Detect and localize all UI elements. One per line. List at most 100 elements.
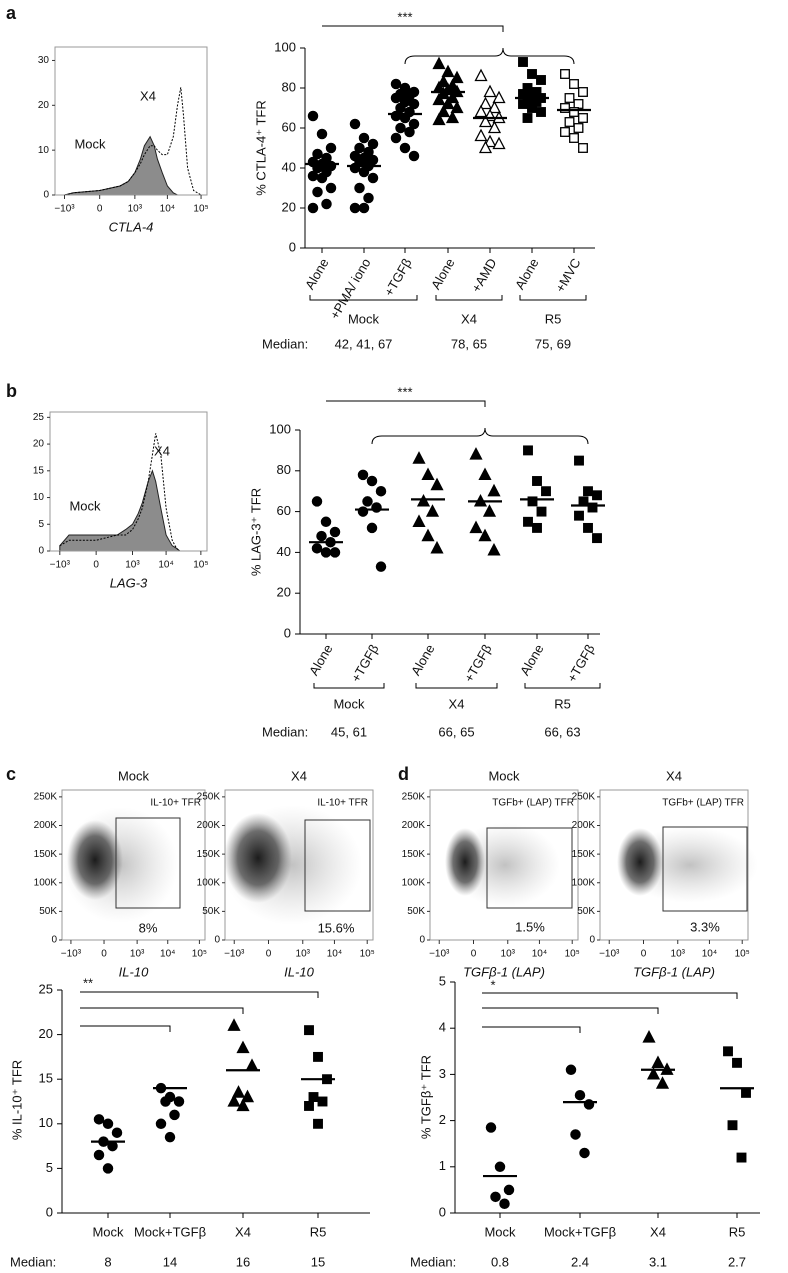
x-tick-label: −10³ xyxy=(429,949,450,960)
y-tick-label: 200K xyxy=(402,820,426,831)
data-point xyxy=(487,483,501,497)
data-point xyxy=(450,100,464,114)
data-point xyxy=(366,475,378,487)
brace xyxy=(371,427,589,445)
group-bracket xyxy=(309,295,418,301)
data-point xyxy=(569,107,579,117)
median-label: 66, 63 xyxy=(544,724,580,739)
data-point xyxy=(474,104,488,118)
group-label: X4 xyxy=(449,696,465,711)
x-tick-label: 10⁵ xyxy=(565,949,580,960)
group-bracket xyxy=(415,683,498,689)
data-point xyxy=(541,486,551,497)
plot-title: X4 xyxy=(666,768,682,783)
y-tick-label: 80 xyxy=(282,79,296,94)
data-point xyxy=(164,1131,176,1143)
x-tick-label: Alone xyxy=(408,642,438,678)
data-point xyxy=(395,102,406,114)
data-point xyxy=(304,1025,314,1036)
data-point xyxy=(583,522,593,533)
data-point xyxy=(390,110,402,122)
y-tick-label: 5 xyxy=(38,519,44,530)
x-tick-label: 10³ xyxy=(501,949,516,960)
y-tick-label: 250K xyxy=(34,792,58,803)
median-label: 8 xyxy=(104,1254,111,1269)
significance-line xyxy=(482,1026,581,1033)
y-tick-label: 200K xyxy=(572,820,596,831)
gate-label: IL-10+ TFR xyxy=(317,798,368,809)
x-tick-label: +AMD xyxy=(468,256,499,295)
y-tick-label: 80 xyxy=(277,462,291,477)
data-point xyxy=(642,1030,656,1043)
data-point xyxy=(492,136,506,150)
data-point xyxy=(311,543,323,554)
gate-label: IL-10+ TFR xyxy=(150,798,201,809)
data-point xyxy=(573,123,584,133)
data-point xyxy=(432,112,446,126)
data-point xyxy=(173,1096,185,1107)
x-tick-label: +TGFβ xyxy=(348,642,382,685)
data-point xyxy=(313,1118,323,1129)
x-tick-label: 10³ xyxy=(296,949,311,960)
significance-line xyxy=(482,1007,659,1014)
group-bracket xyxy=(519,295,587,301)
data-point xyxy=(155,1118,167,1130)
x-tick-label: Mock xyxy=(484,1224,516,1239)
panel-letter: a xyxy=(6,3,17,23)
y-tick-label: 20 xyxy=(33,439,45,450)
data-point xyxy=(469,520,483,534)
data-point xyxy=(574,510,584,521)
data-point xyxy=(499,1198,510,1210)
data-point xyxy=(569,133,579,143)
x-tick-label: 0 xyxy=(641,949,647,960)
x-tick-label: R5 xyxy=(310,1224,327,1239)
cell-cloud xyxy=(224,813,292,903)
x-tick-label: 0 xyxy=(93,560,99,571)
data-point xyxy=(363,192,374,204)
data-point xyxy=(312,148,323,160)
y-tick-label: 4 xyxy=(439,1020,446,1035)
data-point xyxy=(518,99,528,109)
data-point xyxy=(395,122,406,134)
data-point xyxy=(723,1046,733,1057)
histogram-line xyxy=(59,433,201,552)
y-axis-label: % IL-10⁺ TFR xyxy=(9,1060,24,1140)
data-point xyxy=(436,74,451,88)
x-tick-label: 10³ xyxy=(128,204,143,215)
data-point xyxy=(375,561,387,572)
data-point xyxy=(240,1089,255,1103)
data-point xyxy=(358,202,370,214)
gate xyxy=(115,817,181,909)
x-tick-label: −10³ xyxy=(54,204,75,215)
data-point xyxy=(503,1184,515,1196)
data-point xyxy=(490,1191,501,1203)
group-bracket xyxy=(313,683,385,689)
x-tick-label: 10⁵ xyxy=(360,949,375,960)
plot-frame xyxy=(54,46,208,196)
x-tick-label: 0 xyxy=(101,949,107,960)
data-point xyxy=(592,533,602,544)
x-tick-label: 10⁵ xyxy=(192,949,207,960)
data-point xyxy=(532,476,542,486)
y-tick-label: 150K xyxy=(197,849,221,860)
data-point xyxy=(483,84,497,98)
panel-letter: b xyxy=(6,381,17,401)
data-point xyxy=(375,485,387,497)
x-tick-label: −10³ xyxy=(50,560,71,571)
significance-line xyxy=(326,400,486,407)
x-tick-label: 10⁴ xyxy=(532,949,547,960)
y-tick-label: 50K xyxy=(577,906,595,917)
data-point xyxy=(741,1087,751,1098)
y-tick-label: 100 xyxy=(274,39,296,54)
gate xyxy=(662,826,748,912)
median-label: 14 xyxy=(163,1254,177,1269)
data-point xyxy=(518,57,528,67)
cell-cloud xyxy=(445,828,485,896)
x-axis-label: IL-10 xyxy=(119,964,149,979)
y-tick-label: 10 xyxy=(39,1115,53,1130)
y-tick-label: 100K xyxy=(34,877,58,888)
data-point xyxy=(523,516,533,527)
y-tick-label: 50K xyxy=(407,906,425,917)
data-point xyxy=(564,117,575,127)
